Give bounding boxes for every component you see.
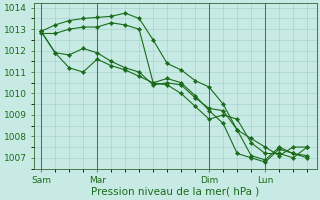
X-axis label: Pression niveau de la mer( hPa ): Pression niveau de la mer( hPa ): [91, 187, 260, 197]
